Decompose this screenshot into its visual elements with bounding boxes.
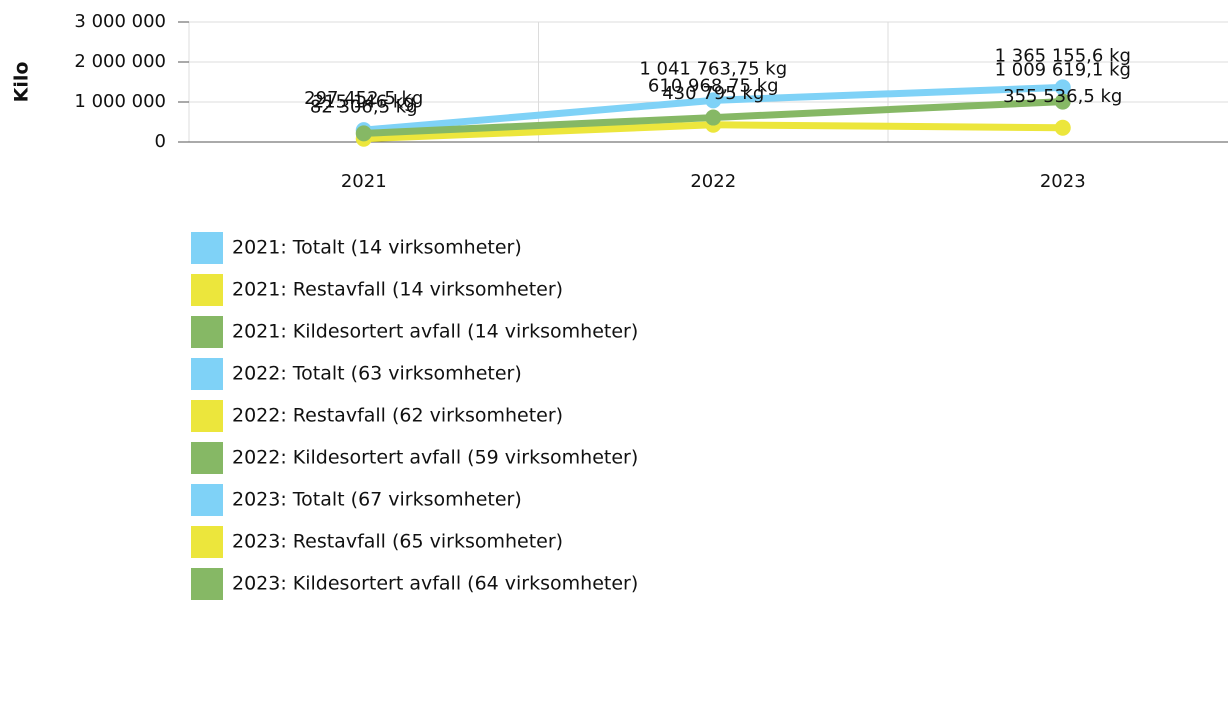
legend-swatch <box>191 274 223 306</box>
data-point <box>1054 79 1071 96</box>
legend-swatch <box>191 484 223 516</box>
legend-swatch <box>191 358 223 390</box>
legend-swatch <box>191 526 223 558</box>
data-label: 610 968,75 kg <box>648 76 779 97</box>
legend-label: 2023: Kildesortert avfall (64 virksomhet… <box>232 573 638 595</box>
data-point <box>1054 93 1071 110</box>
legend-label: 2021: Restavfall (14 virksomheter) <box>232 279 563 301</box>
data-label: 1 041 763,75 kg <box>639 58 787 79</box>
x-tick-label: 2023 <box>1040 171 1086 192</box>
legend-label: 2023: Restavfall (65 virksomheter) <box>232 531 563 553</box>
data-label: 1 365 155,6 kg <box>995 45 1131 66</box>
y-axis-label: Kilo <box>11 62 33 103</box>
data-label: 430 795 kg <box>662 83 764 104</box>
y-tick-label: 2 000 000 <box>74 51 166 72</box>
data-label: 355 536,5 kg <box>1003 86 1122 107</box>
legend-label: 2022: Totalt (63 virksomheter) <box>232 363 522 385</box>
legend-label: 2022: Kildesortert avfall (59 virksomhet… <box>232 447 638 469</box>
data-label: 82 306,5 kg <box>310 97 418 118</box>
data-point <box>705 109 722 126</box>
data-label: 215 146 kg <box>313 91 415 112</box>
legend-label: 2021: Totalt (14 virksomheter) <box>232 237 522 259</box>
legend-label: 2021: Kildesortert avfall (14 virksomhet… <box>232 321 638 343</box>
legend-swatch <box>191 232 223 264</box>
x-tick-label: 2021 <box>341 171 387 192</box>
data-point <box>1054 119 1071 136</box>
legend-label: 2022: Restavfall (62 virksomheter) <box>232 405 563 427</box>
legend-swatch <box>191 568 223 600</box>
y-tick-label: 1 000 000 <box>74 91 166 112</box>
legend-swatch <box>191 442 223 474</box>
legend-label: 2023: Totalt (67 virksomheter) <box>232 489 522 511</box>
legend-swatch <box>191 316 223 348</box>
x-tick-label: 2022 <box>690 171 736 192</box>
y-tick-label: 0 <box>155 131 166 152</box>
y-tick-label: 3 000 000 <box>74 11 166 32</box>
legend-swatch <box>191 400 223 432</box>
data-point <box>705 92 722 109</box>
data-label: 1 009 619,1 kg <box>995 60 1131 81</box>
data-point <box>355 125 372 142</box>
data-label: 297 452,5 kg <box>304 88 423 109</box>
